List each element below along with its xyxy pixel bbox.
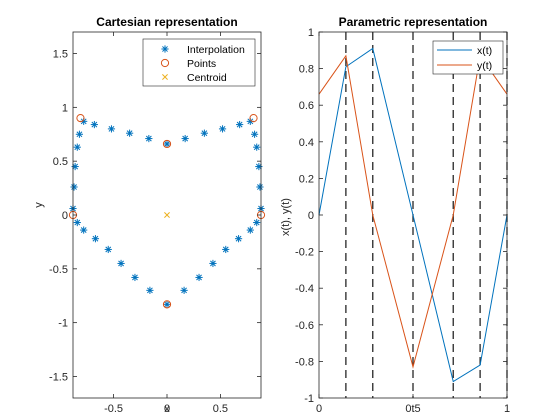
interpolation-point bbox=[253, 143, 261, 151]
y-tick-label: 1 bbox=[62, 102, 68, 114]
control-point bbox=[162, 300, 172, 309]
legend-marker-points bbox=[160, 58, 170, 68]
legend-label-centroid: Centroid bbox=[187, 72, 227, 84]
y-tick-label: -0.6 bbox=[295, 320, 314, 332]
legend-marker-centroid bbox=[162, 74, 168, 80]
parametric-ticks: 0 0.5 1 -1 -0.8 -0.6 -0.4 -0.2 0 0.2 0.4 0.6 0.8 1 bbox=[295, 27, 510, 415]
interpolation-point bbox=[181, 134, 189, 143]
interpolation-point bbox=[253, 218, 261, 227]
y-tick-label: 0 bbox=[308, 210, 314, 222]
y-tick-label: -0.2 bbox=[295, 247, 314, 259]
legend-label-yt: y(t) bbox=[477, 60, 492, 72]
y-tick-label: -0.4 bbox=[295, 283, 314, 295]
interpolation-point bbox=[70, 183, 78, 191]
y-tick-label: -1 bbox=[58, 318, 68, 330]
interpolation-point bbox=[73, 143, 81, 151]
interpolation-point bbox=[126, 129, 134, 137]
x-tick-label: 0.5 bbox=[213, 403, 228, 415]
interpolation-point bbox=[73, 218, 81, 227]
interpolation-point bbox=[91, 235, 100, 243]
y-tick-label: 0.5 bbox=[53, 156, 68, 168]
cartesian-legend: Interpolation Points Centroid bbox=[142, 38, 256, 87]
interpolation-point bbox=[146, 286, 154, 294]
interpolation-point bbox=[246, 226, 254, 234]
interpolation-point bbox=[75, 130, 84, 138]
y-tick-label: 1.5 bbox=[53, 49, 68, 61]
interpolation-point bbox=[195, 273, 203, 282]
y-tick-label: 0 bbox=[62, 210, 68, 222]
interpolation-point bbox=[250, 130, 259, 138]
cartesian-ylabel: y bbox=[33, 202, 45, 208]
cartesian-axes: Cartesian representation -0.5 0 0.5-1.5-1-… bbox=[33, 15, 266, 415]
parametric-legend: x(t) y(t) bbox=[432, 40, 504, 75]
interpolation-point bbox=[163, 140, 171, 148]
y-tick-label: 1 bbox=[308, 27, 314, 39]
interpolation-point bbox=[117, 259, 125, 268]
cartesian-xlabel: x bbox=[164, 403, 170, 415]
interpolation-point bbox=[131, 273, 139, 282]
legend-marker-interpolation bbox=[161, 45, 169, 53]
cartesian-ticks: -0.5 0 0.5 -1.5 -1 -0.5 0 0.5 1 1.5 bbox=[49, 32, 261, 415]
x-tick-label: 0 bbox=[164, 403, 170, 415]
y-tick-label: 0.4 bbox=[299, 137, 314, 149]
interpolation-point bbox=[234, 235, 243, 243]
parametric-ylabel: x(t), y(t) bbox=[280, 198, 292, 236]
y-tick-label: 0.8 bbox=[299, 64, 314, 76]
legend-label-points: Points bbox=[187, 58, 216, 70]
legend-asterisk bbox=[161, 45, 169, 53]
interpolation-point bbox=[200, 129, 208, 137]
centroid-point bbox=[164, 212, 170, 218]
legend-circle bbox=[160, 58, 170, 68]
y-tick-label: -0.5 bbox=[49, 264, 68, 276]
interpolation-point bbox=[163, 300, 171, 308]
y-tick-label: 0.6 bbox=[299, 100, 314, 112]
cartesian-plot-area bbox=[68, 114, 266, 309]
y-tick-label: 0.2 bbox=[299, 173, 314, 185]
parametric-title: Parametric representation bbox=[339, 15, 488, 29]
control-point bbox=[76, 114, 85, 123]
parametric-legend-box bbox=[432, 40, 504, 75]
legend-label-xt: x(t) bbox=[477, 45, 492, 57]
interpolation-point bbox=[107, 125, 116, 133]
interpolation-point bbox=[236, 120, 244, 129]
y-tick-label: -1 bbox=[304, 393, 314, 405]
parametric-axes: Parametric representation 0 0.5 1 -1 -0.8 -0.… bbox=[280, 15, 510, 415]
x-tick-label: 0 bbox=[316, 403, 322, 415]
interpolation-point bbox=[80, 226, 88, 234]
x-tick-label: 0.5 bbox=[405, 403, 420, 415]
interpolation-point bbox=[256, 183, 264, 191]
legend-x bbox=[162, 74, 168, 80]
legend-label-interpolation: Interpolation bbox=[187, 44, 245, 56]
interpolation-point bbox=[209, 259, 217, 268]
parametric-xlabel: t bbox=[411, 403, 414, 415]
y-tick-label: -0.8 bbox=[295, 356, 314, 368]
interpolation-point bbox=[218, 125, 227, 133]
series-line-xt bbox=[318, 47, 508, 383]
interpolation-point bbox=[180, 286, 188, 294]
interpolation-point bbox=[90, 120, 98, 129]
control-point bbox=[249, 114, 258, 123]
y-tick-label: -1.5 bbox=[49, 371, 68, 383]
control-point bbox=[162, 139, 172, 149]
interpolation-point bbox=[145, 134, 153, 143]
x-tick-label: 1 bbox=[504, 403, 510, 415]
interpolation-point bbox=[222, 245, 230, 254]
cartesian-title: Cartesian representation bbox=[96, 15, 237, 29]
interpolation-point bbox=[104, 245, 112, 254]
x-tick-label: -0.5 bbox=[104, 403, 123, 415]
